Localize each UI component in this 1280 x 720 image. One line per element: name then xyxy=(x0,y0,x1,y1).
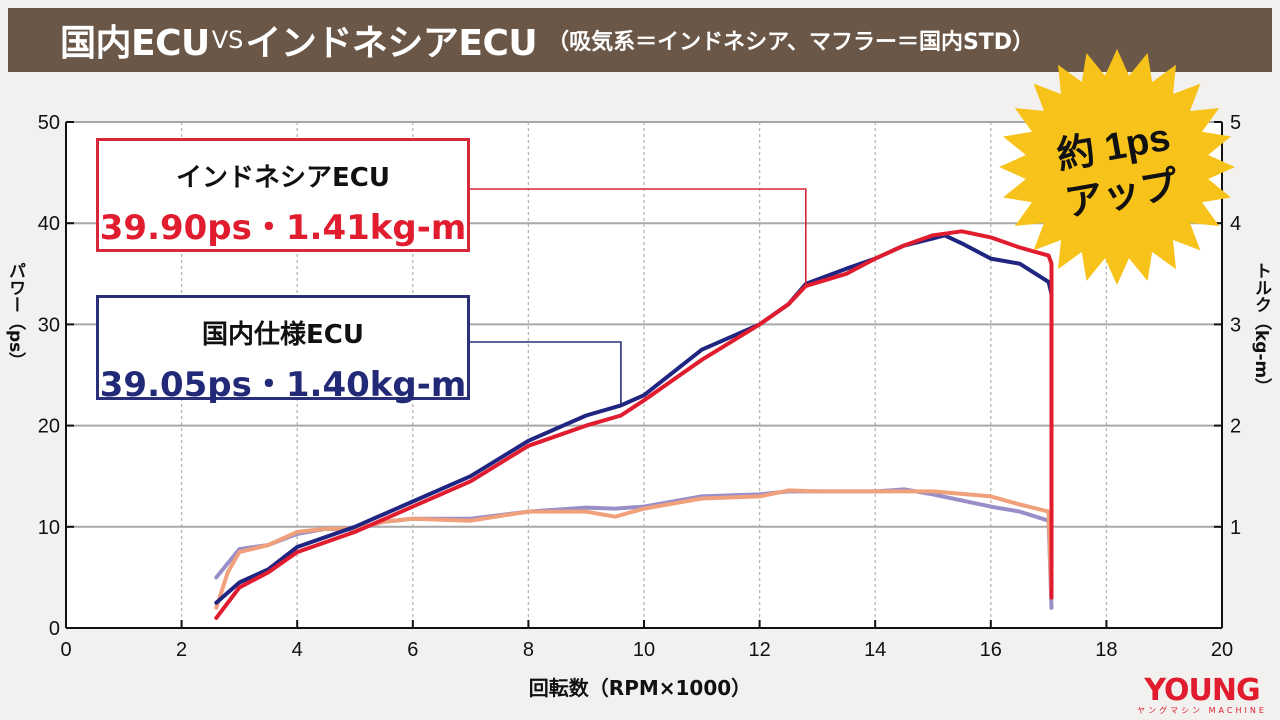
logo-main-text: YOUNG xyxy=(1144,673,1260,708)
x-tick-label: 4 xyxy=(292,639,303,661)
indonesia-leader-line xyxy=(470,188,807,286)
y-tick-label-right: 3 xyxy=(1230,314,1241,336)
y-tick-label-left: 40 xyxy=(38,213,60,235)
indonesia-ecu-value: 39.90ps・1.41kg-m xyxy=(99,208,467,248)
logo-sub-text: ヤングマシン MACHINE xyxy=(1137,706,1267,715)
indonesia-power-line xyxy=(214,229,1054,620)
x-tick-label: 16 xyxy=(980,639,1002,661)
indonesia-ecu-name: インドネシアECU xyxy=(176,163,390,193)
y-tick-label-right: 4 xyxy=(1230,213,1241,235)
x-tick-label: 8 xyxy=(523,639,534,661)
y-tick-label-right: 1 xyxy=(1230,517,1241,539)
x-tick-label: 14 xyxy=(864,639,886,661)
x-tick-label: 6 xyxy=(407,639,418,661)
title-left: 国内ECU xyxy=(60,23,210,64)
title-right: インドネシアECU xyxy=(245,23,538,64)
x-tick-label: 0 xyxy=(60,639,71,661)
y-tick-label-left: 20 xyxy=(38,416,60,438)
title-bar: 国内ECU VS インドネシアECU （吸気系＝インドネシア、マフラー＝国内ST… xyxy=(8,8,1272,72)
y-axis-label-right: トルク（kg-m） xyxy=(1251,262,1271,396)
x-tick-label: 18 xyxy=(1095,639,1117,661)
x-tick-label: 12 xyxy=(748,639,770,661)
y-tick-label-left: 30 xyxy=(38,314,60,336)
indonesia-torque-line xyxy=(214,488,1054,610)
title-subtitle: （吸気系＝インドネシア、マフラー＝国内STD） xyxy=(547,30,1035,55)
y-tick-label-right: 5 xyxy=(1230,112,1241,134)
x-tick-label: 2 xyxy=(176,639,187,661)
indonesia-ecu-label-box: インドネシアECU 39.90ps・1.41kg-m xyxy=(96,138,470,252)
y-tick-label-left: 10 xyxy=(38,517,60,539)
y-tick-label-left: 0 xyxy=(49,618,60,640)
y-axis-label-left: パワー（ps） xyxy=(5,262,25,370)
y-tick-label-left: 50 xyxy=(38,112,60,134)
badge-starburst xyxy=(999,49,1235,285)
domestic-ecu-label-box: 国内仕様ECU 39.05ps・1.40kg-m xyxy=(96,295,470,405)
x-tick-label: 10 xyxy=(633,639,655,661)
domestic-ecu-value: 39.05ps・1.40kg-m xyxy=(99,365,467,405)
x-axis-label: 回転数（RPM×1000） xyxy=(528,676,752,700)
young-machine-logo: YOUNG ヤングマシン MACHINE xyxy=(1136,676,1268,716)
y-tick-label-right: 2 xyxy=(1230,416,1241,438)
x-tick-label: 20 xyxy=(1211,639,1233,661)
domestic-ecu-name: 国内仕様ECU xyxy=(202,320,364,350)
title-vs: VS xyxy=(211,26,244,54)
domestic-leader-line xyxy=(470,341,622,406)
